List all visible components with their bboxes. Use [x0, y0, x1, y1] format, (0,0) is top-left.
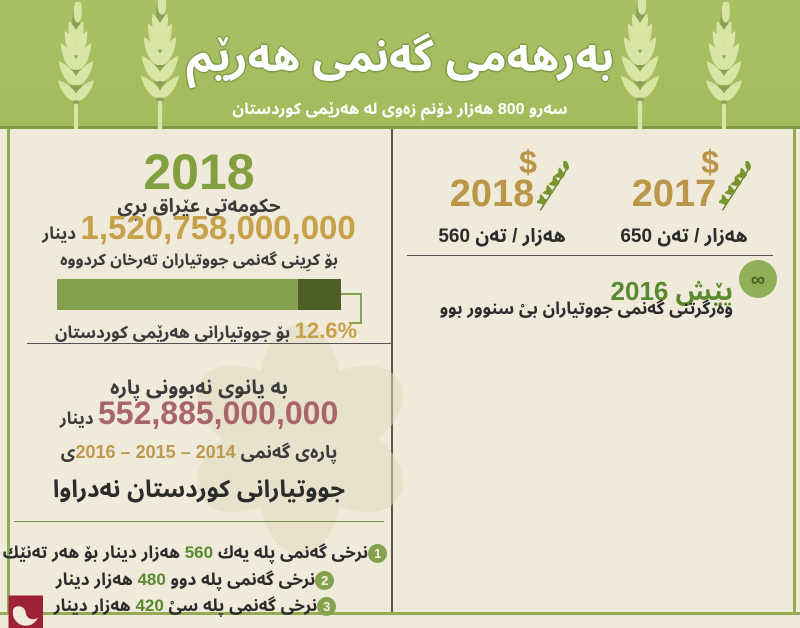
svg-text:$: $: [519, 144, 537, 180]
svg-text:$: $: [701, 144, 719, 180]
svg-text:∞: ∞: [751, 269, 765, 291]
